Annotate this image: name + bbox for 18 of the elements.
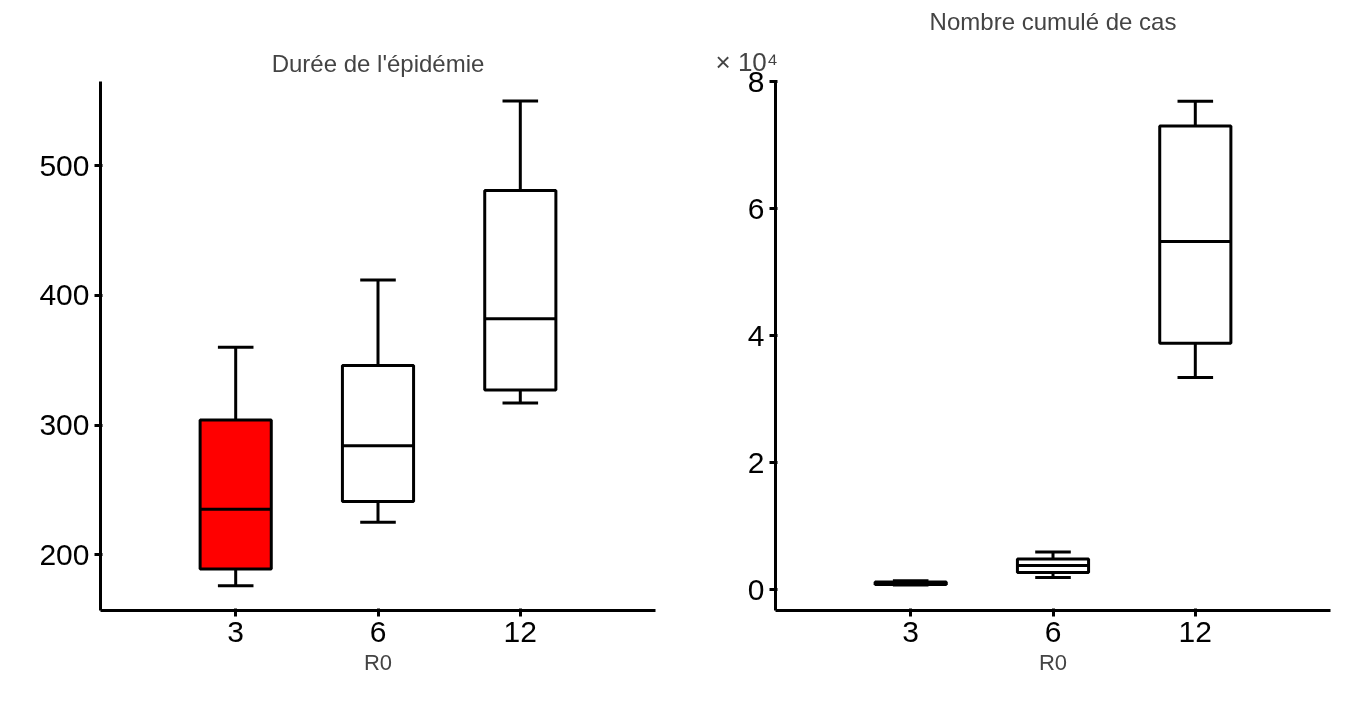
chart-title: Durée de l'épidémie [271, 49, 485, 77]
y-tick-label: 200 [39, 537, 90, 571]
x-tick-label: 12 [503, 614, 537, 648]
y-tick-label: 400 [39, 278, 90, 312]
y-tick-label: 500 [39, 148, 90, 182]
y-tick-label: 2 [747, 445, 765, 479]
chart-title: Nombre cumulé de cas [929, 7, 1177, 35]
x-tick-label: 6 [369, 614, 387, 648]
x-tick-label: 12 [1178, 614, 1212, 648]
y-tick-label: 4 [747, 318, 765, 352]
y-tick-label: 300 [39, 408, 90, 442]
x-tick-label: 6 [1044, 614, 1062, 648]
x-tick-label: 3 [902, 614, 920, 648]
y-tick-label: 6 [747, 191, 765, 225]
y-tick-label: 0 [747, 572, 765, 606]
x-axis-title: R0 [363, 649, 393, 675]
x-tick-label: 3 [227, 614, 245, 648]
x-axis-title: R0 [1038, 649, 1068, 675]
